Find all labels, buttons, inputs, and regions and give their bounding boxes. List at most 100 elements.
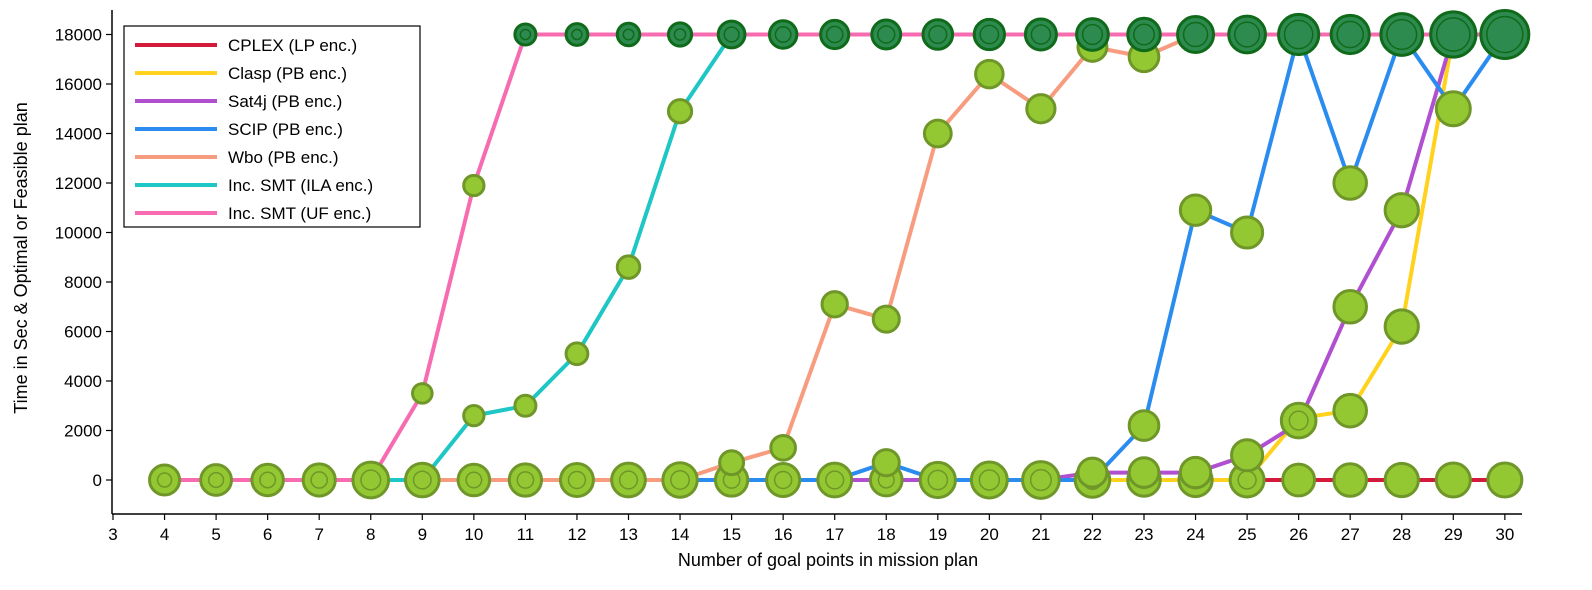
x-tick-label: 7 [314,525,323,544]
data-marker [1332,392,1368,429]
data-marker-inner [773,470,793,490]
timeout-marker-inner [1081,23,1104,46]
data-marker-inner [156,472,173,488]
x-tick-label: 9 [418,525,427,544]
data-marker-inner [670,470,690,490]
data-marker [1332,165,1368,201]
data-marker [1383,308,1420,345]
y-tick-label: 0 [93,471,102,490]
timeout-marker-inner [622,28,635,41]
data-marker [666,98,694,125]
x-tick-label: 26 [1289,525,1308,544]
y-tick-label: 4000 [64,372,102,391]
timeout-marker-inner [1486,15,1524,54]
x-axis-title: Number of goal points in mission plan [678,550,978,570]
data-marker [1383,192,1420,229]
data-marker [462,173,486,198]
x-tick-label: 18 [877,525,896,544]
data-marker [1434,461,1472,499]
data-marker [615,254,642,280]
x-tick-label: 6 [263,525,272,544]
data-marker-inner [1288,410,1309,431]
x-tick-label: 25 [1238,525,1257,544]
legend-label: Wbo (PB enc.) [228,148,339,167]
data-marker [462,403,486,428]
data-marker [718,449,746,477]
axes: 0 2000 4000 6000 8000 10000 12000 14000 16000 180… [55,10,1522,544]
x-tick-label: 11 [517,525,535,544]
timeout-marker-inner [825,25,844,44]
data-marker [1281,462,1317,498]
data-marker-inner [310,471,329,489]
data-marker [1230,438,1265,473]
timeout-marker-inner [673,28,687,41]
data-marker [564,341,590,367]
data-marker [1332,288,1368,325]
data-marker [411,382,434,405]
y-tick-label: 6000 [64,323,102,342]
legend: CPLEX (LP enc.) Clasp (PB enc.) Sat4j (PB … [123,25,421,228]
legend-label: Inc. SMT (ILA enc.) [228,176,373,195]
y-axis-title: Time in Sec & Optimal or Feasible plan [11,102,31,413]
data-marker [820,290,849,319]
y-tick-label: 10000 [55,224,102,243]
x-tick-label: 12 [567,525,586,544]
data-marker [1434,90,1472,128]
y-tick-label: 14000 [55,125,102,144]
x-tick-label: 22 [1083,525,1102,544]
data-marker [1127,409,1161,442]
y-tick-label: 16000 [55,75,102,94]
timeout-marker-inner [1030,24,1052,45]
legend-label: Sat4j (PB enc.) [228,92,342,111]
legend-box [123,25,421,228]
x-tick-label: 19 [928,525,947,544]
timeout-marker-inner [1435,17,1471,52]
data-marker [1486,461,1524,499]
data-marker [1178,193,1213,227]
y-tick-label: 2000 [64,422,102,441]
timeout-marker-inner [1283,19,1314,50]
y-tick-label: 8000 [64,273,102,292]
x-tick-label: 30 [1495,525,1514,544]
data-marker [1076,456,1109,489]
x-tick-label: 20 [980,525,999,544]
data-marker-inner [259,471,277,489]
legend-label: CPLEX (LP enc.) [228,36,357,55]
data-marker [513,393,538,418]
x-tick-label: 24 [1186,525,1205,544]
data-marker-inner [1237,470,1257,490]
x-tick-label: 15 [722,525,741,544]
data-marker-inner [360,469,382,491]
data-marker-inner [978,469,1001,491]
timeout-marker-inner [928,24,948,45]
data-marker-inner [516,471,535,489]
x-tick-label: 13 [619,525,638,544]
data-marker [974,58,1005,90]
x-tick-label: 4 [160,525,169,544]
data-marker [769,434,797,462]
data-marker [922,118,953,149]
y-tick-label: 12000 [55,174,102,193]
y-tick-label: 18000 [55,26,102,45]
data-marker [1383,461,1420,499]
data-marker [1025,93,1057,125]
timeout-marker-inner [1233,21,1261,48]
x-tick-label: 10 [464,525,483,544]
timeout-marker-inner [1182,21,1209,48]
x-tick-label: 29 [1444,525,1463,544]
x-tick-label: 21 [1031,525,1050,544]
timeout-marker-inner [519,28,532,41]
x-tick-label: 16 [774,525,793,544]
legend-label: SCIP (PB enc.) [228,120,343,139]
data-marker-inner [465,471,483,489]
data-marker-inner [825,470,845,490]
timeout-marker-inner [774,26,792,43]
data-marker-inner [927,469,949,491]
timeout-marker-inner [979,24,1000,45]
timeout-marker-inner [571,28,583,41]
x-tick-label: 17 [825,525,844,544]
data-marker-inner [618,470,639,490]
data-marker-inner [1029,468,1052,492]
